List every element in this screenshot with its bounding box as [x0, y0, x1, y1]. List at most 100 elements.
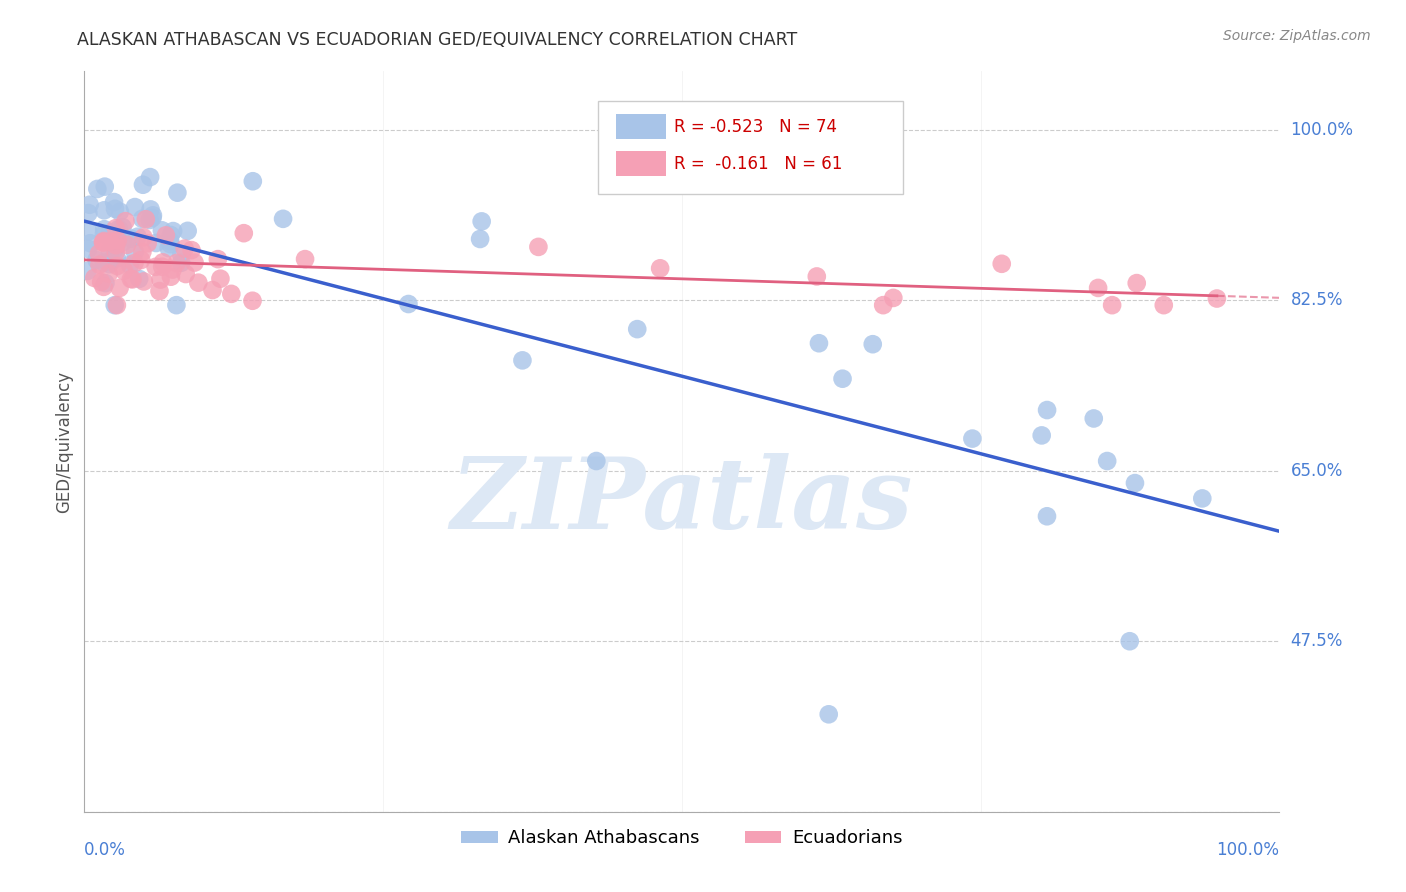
- Text: R = -0.523   N = 74: R = -0.523 N = 74: [673, 118, 837, 136]
- Point: [1095, 454, 1118, 468]
- Legend: Alaskan Athabascans, Ecuadorians: Alaskan Athabascans, Ecuadorians: [454, 822, 910, 855]
- Point: [87, 246, 110, 260]
- Point: [1153, 298, 1175, 312]
- Point: [1125, 276, 1147, 290]
- Point: [139, 170, 162, 185]
- Point: [138, 213, 160, 227]
- Point: [86, 182, 108, 196]
- Point: [221, 286, 243, 301]
- Point: [271, 211, 294, 226]
- Point: [124, 200, 146, 214]
- Point: [105, 252, 128, 266]
- Point: [512, 353, 534, 368]
- Point: [807, 336, 830, 351]
- Point: [242, 293, 264, 308]
- Point: [159, 227, 181, 242]
- Point: [98, 226, 121, 240]
- Point: [209, 271, 232, 285]
- Point: [108, 222, 131, 236]
- Point: [173, 242, 195, 256]
- Point: [118, 258, 141, 272]
- Point: [93, 255, 115, 269]
- Point: [294, 252, 316, 266]
- Point: [104, 298, 127, 312]
- Point: [990, 257, 1012, 271]
- Point: [104, 202, 127, 216]
- Point: [105, 259, 128, 273]
- Point: [207, 252, 229, 266]
- Point: [142, 208, 165, 222]
- Point: [157, 241, 180, 255]
- Point: [962, 432, 984, 446]
- Text: 47.5%: 47.5%: [1291, 632, 1343, 650]
- Point: [160, 269, 183, 284]
- Point: [93, 227, 115, 241]
- Point: [1118, 634, 1140, 648]
- Point: [86, 252, 108, 267]
- Point: [170, 256, 193, 270]
- Point: [817, 707, 839, 722]
- Point: [174, 267, 197, 281]
- Y-axis label: GED/Equivalency: GED/Equivalency: [55, 370, 73, 513]
- Point: [77, 242, 100, 256]
- Point: [79, 198, 101, 212]
- Point: [128, 272, 150, 286]
- Point: [91, 235, 114, 249]
- Point: [77, 224, 100, 238]
- Point: [1205, 292, 1227, 306]
- Point: [98, 257, 121, 271]
- Point: [398, 297, 420, 311]
- Point: [831, 372, 853, 386]
- Point: [93, 203, 115, 218]
- Point: [471, 214, 494, 228]
- FancyBboxPatch shape: [616, 152, 666, 177]
- Point: [170, 247, 193, 261]
- Point: [129, 252, 152, 267]
- Point: [176, 224, 198, 238]
- Point: [132, 275, 155, 289]
- Point: [242, 174, 264, 188]
- Point: [1036, 509, 1059, 524]
- Point: [104, 242, 127, 256]
- Point: [1101, 298, 1123, 312]
- FancyBboxPatch shape: [599, 101, 903, 194]
- Point: [148, 284, 170, 298]
- Point: [187, 276, 209, 290]
- Text: Source: ZipAtlas.com: Source: ZipAtlas.com: [1223, 29, 1371, 43]
- Point: [1191, 491, 1213, 506]
- Text: 82.5%: 82.5%: [1291, 292, 1343, 310]
- Point: [166, 186, 188, 200]
- Point: [131, 211, 153, 226]
- Point: [131, 244, 153, 259]
- Point: [166, 256, 188, 270]
- Point: [145, 260, 167, 274]
- Point: [162, 262, 184, 277]
- Point: [107, 233, 129, 247]
- Point: [127, 229, 149, 244]
- Text: 65.0%: 65.0%: [1291, 462, 1343, 480]
- Text: 0.0%: 0.0%: [84, 841, 127, 859]
- Point: [872, 298, 894, 312]
- Point: [132, 178, 155, 192]
- Text: R =  -0.161   N = 61: R = -0.161 N = 61: [673, 155, 842, 173]
- Point: [112, 264, 135, 278]
- Point: [115, 237, 138, 252]
- Point: [121, 232, 143, 246]
- Point: [527, 240, 550, 254]
- Point: [145, 235, 167, 250]
- Point: [105, 238, 128, 252]
- Text: ZIPatlas: ZIPatlas: [451, 452, 912, 549]
- Point: [93, 179, 115, 194]
- Point: [882, 291, 904, 305]
- Point: [183, 255, 205, 269]
- Point: [165, 298, 187, 312]
- Text: 100.0%: 100.0%: [1291, 120, 1354, 139]
- Point: [132, 230, 155, 244]
- Point: [121, 272, 143, 286]
- Point: [104, 245, 127, 260]
- Point: [149, 272, 172, 286]
- Point: [806, 269, 828, 284]
- Text: 100.0%: 100.0%: [1216, 841, 1279, 859]
- Point: [98, 244, 121, 259]
- Point: [98, 235, 121, 249]
